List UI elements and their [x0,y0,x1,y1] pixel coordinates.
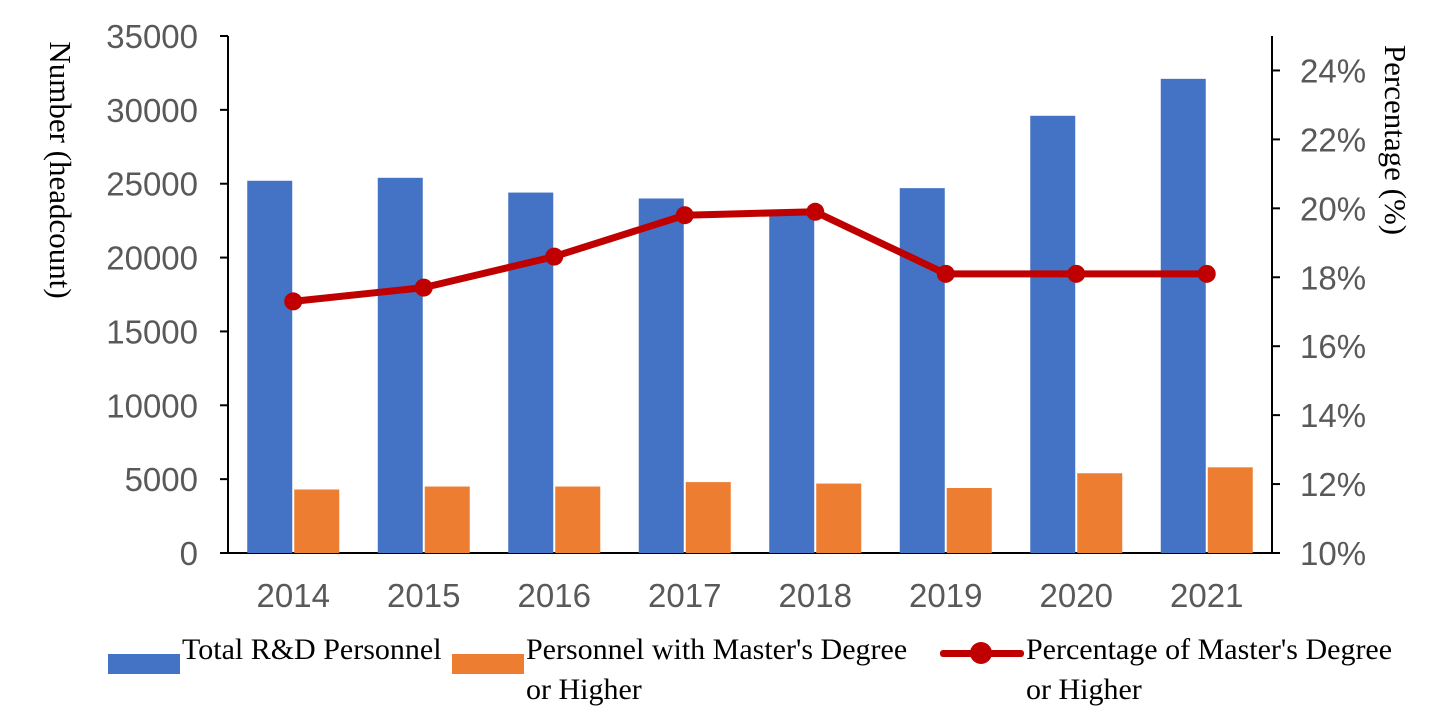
legend-label-masters-line1: Personnel with Master's Degree [526,633,908,666]
left-axis-tick-label: 10000 [106,387,198,424]
bar-masters-degree-personnel [1077,473,1123,553]
legend-label-total: Total R&D Personnel [182,630,442,670]
bar-total-rd-personnel [769,214,815,553]
bar-masters-degree-personnel [816,483,862,553]
bar-total-rd-personnel [899,188,945,553]
right-axis-tick-label: 14% [1300,397,1366,434]
legend-label-percentage-line2: or Higher [1026,673,1142,706]
percentage-point [284,292,303,311]
right-axis-tick-label: 12% [1300,466,1366,503]
legend-swatch-marker [970,642,992,664]
legend-label-masters: Personnel with Master's Degree or Higher [526,630,907,710]
percentage-point [806,202,825,221]
x-axis-tick-label: 2015 [387,577,460,614]
legend: Total R&D Personnel Personnel with Maste… [0,630,1456,714]
left-axis-tick-label: 15000 [106,313,198,350]
left-axis-title: Number (headcount) [43,41,78,298]
bar-masters-degree-personnel [555,486,601,553]
left-axis-tick-label: 30000 [106,92,198,129]
percentage-point [414,278,433,297]
legend-swatch-percentage [940,630,1024,670]
bar-series-group [247,78,1253,553]
bar-masters-degree-personnel [294,489,340,553]
percentage-point [936,264,955,283]
legend-label-total-text: Total R&D Personnel [182,633,442,666]
left-axis-tick-label: 5000 [125,461,198,498]
x-axis-tick-label: 2014 [257,577,330,614]
right-axis-tick-label: 22% [1300,121,1366,158]
bar-total-rd-personnel [247,180,293,553]
right-axis-tick-label: 24% [1300,52,1366,89]
legend-item-masters: Personnel with Master's Degree or Higher [452,630,907,710]
left-axis-tick-label: 35000 [106,18,198,55]
percentage-point [675,206,694,225]
right-axis-tick-label: 20% [1300,190,1366,227]
x-axis: 2014 2015 2016 2017 2018 2019 2020 2021 [228,552,1272,614]
line-series-group [284,202,1216,311]
bar-masters-degree-personnel [424,486,470,553]
right-axis-title: Percentage (%) [1378,45,1413,235]
x-axis-tick-label: 2016 [518,577,591,614]
legend-item-total: Total R&D Personnel [108,630,442,674]
x-axis-tick-label: 2021 [1170,577,1243,614]
legend-item-percentage: Percentage of Master's Degree or Higher [940,630,1392,710]
legend-swatch-masters [452,654,524,674]
percentage-line [289,208,1211,305]
percentage-point [1067,264,1086,283]
right-axis-tick-label: 18% [1300,259,1366,296]
bar-masters-degree-personnel [946,488,992,553]
legend-label-percentage: Percentage of Master's Degree or Higher [1026,630,1392,710]
bar-total-rd-personnel [377,177,423,553]
bar-total-rd-personnel [1160,78,1206,553]
percentage-point [545,247,564,266]
left-axis: 0 5000 10000 15000 20000 25000 30000 35000 [106,18,229,572]
x-axis-tick-label: 2018 [779,577,852,614]
left-axis-tick-label: 20000 [106,240,198,277]
left-axis-tick-label: 25000 [106,166,198,203]
right-axis-tick-label: 10% [1300,535,1366,572]
bar-total-rd-personnel [1030,115,1076,553]
x-axis-tick-label: 2017 [648,577,721,614]
bar-masters-degree-personnel [1207,467,1253,553]
right-axis-tick-label: 16% [1300,328,1366,365]
x-axis-tick-label: 2020 [1040,577,1113,614]
bar-total-rd-personnel [638,198,684,553]
left-axis-tick-label: 0 [180,535,198,572]
bar-total-rd-personnel [508,192,554,553]
legend-label-masters-line2: or Higher [526,673,642,706]
bar-masters-degree-personnel [685,482,731,553]
legend-swatch-total [108,654,180,674]
x-axis-tick-label: 2019 [909,577,982,614]
percentage-point [1197,264,1216,283]
legend-label-percentage-line1: Percentage of Master's Degree [1026,633,1393,666]
right-axis: 10% 12% 14% 16% 18% 20% 22% 24% [1271,36,1366,572]
